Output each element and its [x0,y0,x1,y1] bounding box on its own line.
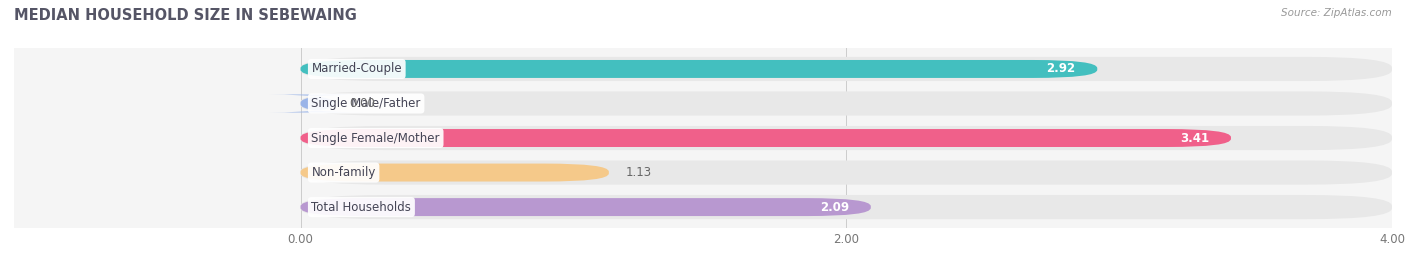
Text: 2.09: 2.09 [820,200,849,214]
FancyBboxPatch shape [301,198,870,216]
FancyBboxPatch shape [301,57,1392,81]
Text: 0.00: 0.00 [350,97,375,110]
Text: 1.13: 1.13 [626,166,651,179]
FancyBboxPatch shape [301,195,1392,219]
FancyBboxPatch shape [301,129,1232,147]
FancyBboxPatch shape [301,161,1392,185]
Text: Married-Couple: Married-Couple [312,62,402,76]
Text: 3.41: 3.41 [1180,132,1209,144]
Text: Single Male/Father: Single Male/Father [312,97,420,110]
Text: Total Households: Total Households [312,200,412,214]
FancyBboxPatch shape [301,126,1392,150]
Text: Non-family: Non-family [312,166,375,179]
FancyBboxPatch shape [270,95,364,113]
FancyBboxPatch shape [301,163,609,181]
Text: Source: ZipAtlas.com: Source: ZipAtlas.com [1281,8,1392,18]
Text: MEDIAN HOUSEHOLD SIZE IN SEBEWAING: MEDIAN HOUSEHOLD SIZE IN SEBEWAING [14,8,357,23]
Text: 2.92: 2.92 [1046,62,1076,76]
Text: Single Female/Mother: Single Female/Mother [312,132,440,144]
FancyBboxPatch shape [301,91,1392,116]
FancyBboxPatch shape [301,60,1097,78]
